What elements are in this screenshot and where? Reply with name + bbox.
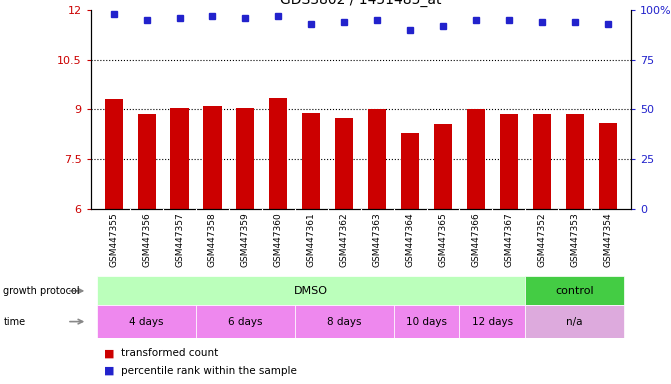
Text: ■: ■ [104, 366, 115, 376]
Bar [566, 114, 584, 209]
Bar [97, 305, 196, 338]
Bar [196, 305, 295, 338]
Text: GSM447358: GSM447358 [208, 213, 217, 267]
Bar [203, 106, 221, 209]
Text: GSM447360: GSM447360 [274, 213, 282, 267]
Text: 4 days: 4 days [130, 316, 164, 327]
Bar [434, 124, 452, 209]
Bar [269, 98, 287, 209]
Text: DMSO: DMSO [295, 286, 328, 296]
Bar [105, 99, 123, 209]
Bar [302, 113, 320, 209]
Bar [599, 123, 617, 209]
Bar [170, 108, 189, 209]
Text: GSM447364: GSM447364 [405, 213, 415, 267]
Text: GSM447365: GSM447365 [439, 213, 448, 267]
Bar [500, 114, 518, 209]
Text: GSM447361: GSM447361 [307, 213, 316, 267]
Text: GSM447359: GSM447359 [241, 213, 250, 267]
Bar [401, 133, 419, 209]
Text: GSM447352: GSM447352 [537, 213, 546, 267]
Bar [525, 305, 624, 338]
Title: GDS3802 / 1451485_at: GDS3802 / 1451485_at [280, 0, 442, 7]
Bar [460, 305, 525, 338]
Bar [138, 114, 156, 209]
Text: GSM447356: GSM447356 [142, 213, 151, 267]
Text: 10 days: 10 days [406, 316, 447, 327]
Text: 8 days: 8 days [327, 316, 362, 327]
Text: transformed count: transformed count [121, 348, 218, 358]
Bar [295, 305, 394, 338]
Text: ■: ■ [104, 348, 115, 358]
Text: n/a: n/a [566, 316, 583, 327]
Text: growth protocol: growth protocol [3, 286, 80, 296]
Text: 6 days: 6 days [228, 316, 262, 327]
Bar [236, 108, 254, 209]
Text: 12 days: 12 days [472, 316, 513, 327]
Bar [368, 109, 386, 209]
Bar [335, 118, 353, 209]
Bar [467, 109, 485, 209]
Text: GSM447367: GSM447367 [505, 213, 513, 267]
Text: GSM447355: GSM447355 [109, 213, 118, 267]
Text: time: time [3, 316, 25, 327]
Text: GSM447363: GSM447363 [372, 213, 382, 267]
Text: percentile rank within the sample: percentile rank within the sample [121, 366, 297, 376]
Bar [394, 305, 460, 338]
Text: GSM447353: GSM447353 [570, 213, 579, 267]
Text: GSM447354: GSM447354 [603, 213, 612, 267]
Text: GSM447366: GSM447366 [472, 213, 480, 267]
Text: GSM447357: GSM447357 [175, 213, 184, 267]
Bar [533, 114, 551, 209]
Text: GSM447362: GSM447362 [340, 213, 349, 267]
Text: control: control [556, 286, 594, 296]
Bar [525, 276, 624, 305]
Bar [97, 276, 525, 305]
